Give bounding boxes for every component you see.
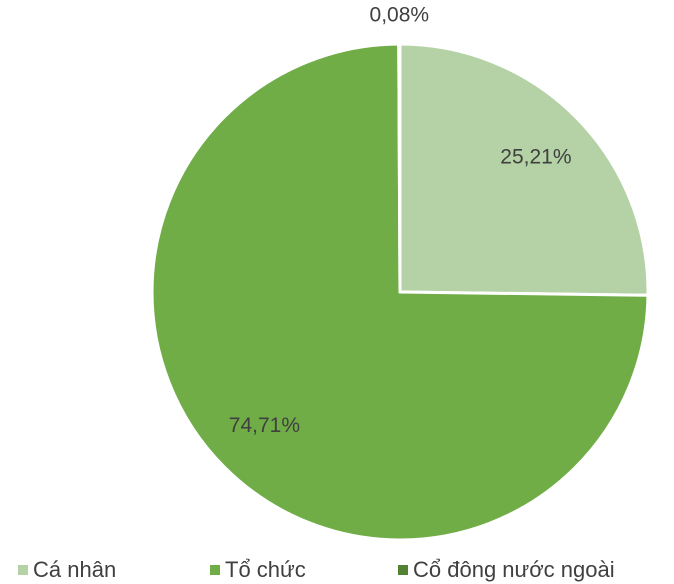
legend-label: Cá nhân [33, 557, 116, 582]
data-label: 74,71% [229, 414, 300, 437]
legend-swatch [210, 565, 220, 575]
legend-swatch [18, 565, 28, 575]
pie-slice [150, 42, 650, 542]
data-label: 0,08% [370, 4, 430, 27]
pie-slice [397, 42, 402, 294]
pie-slice [398, 42, 650, 297]
legend-swatch [398, 565, 408, 575]
legend-label: Cổ đông nước ngoài [413, 557, 615, 582]
data-label: 25,21% [500, 145, 571, 168]
legend-label: Tổ chức [225, 557, 306, 582]
